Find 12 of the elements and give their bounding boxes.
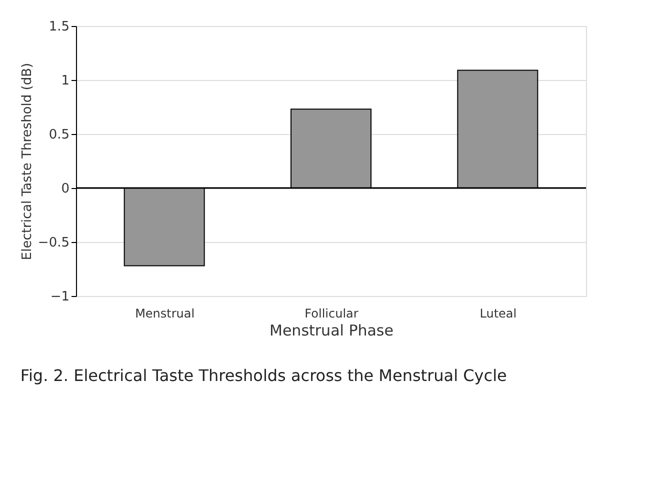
x-tick-label: Follicular — [304, 306, 358, 320]
y-tick-label: 1 — [61, 74, 70, 88]
y-axis-title: Electrical Taste Threshold (dB) — [20, 62, 35, 260]
y-tick-label: 0.5 — [48, 128, 70, 142]
caption: Fig. 2. Electrical Taste Thresholds across the Menstrual Cycle — [20, 366, 507, 385]
y-tick-label: 1.5 — [48, 20, 70, 34]
y-tick-label: −1 — [50, 290, 70, 304]
x-tick-label: Luteal — [480, 306, 517, 320]
x-axis-title: Menstrual Phase — [270, 322, 394, 340]
y-tick-label: 0 — [61, 182, 70, 196]
y-tick-label: −0.5 — [38, 236, 70, 250]
x-tick-label: Menstrual — [135, 306, 195, 320]
